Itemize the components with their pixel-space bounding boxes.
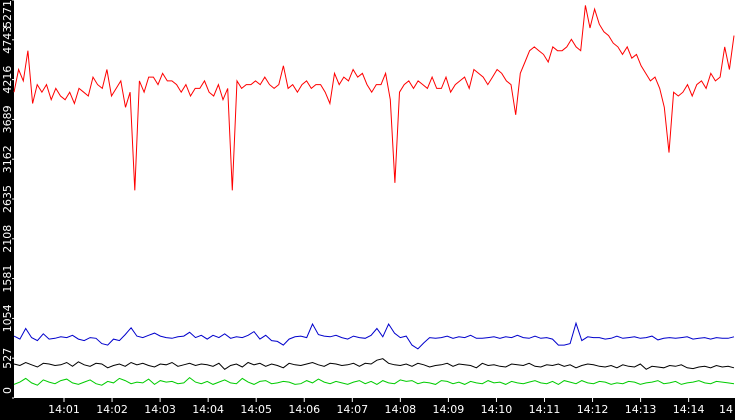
x-tick-label: 14 (719, 403, 733, 415)
y-tick-label: 1054 (1, 304, 14, 332)
series-line-1 (13, 321, 735, 350)
y-tick-label: 1581 (1, 265, 14, 293)
series-line-0 (13, 5, 735, 191)
x-tick-label: 14:12 (577, 403, 609, 415)
x-tick-label: 14:14 (673, 403, 705, 415)
x-tick-label: 14:08 (384, 403, 416, 415)
x-tick-label: 14:13 (625, 403, 657, 415)
y-tick-label: 2635 (1, 185, 14, 213)
x-tick-label: 14:07 (336, 403, 368, 415)
series-line-2 (13, 358, 735, 370)
x-tick-label: 14:09 (433, 403, 465, 415)
series-line-3 (13, 376, 735, 386)
y-tick-label: 4743 (1, 26, 14, 54)
y-tick-label: 527 (1, 348, 14, 369)
x-tick-label: 14:06 (288, 403, 320, 415)
x-tick-label: 14:02 (96, 403, 128, 415)
series-layer (13, 5, 735, 386)
y-tick-label: 2108 (1, 225, 14, 253)
x-tick-label: 14:05 (240, 403, 272, 415)
y-tick-label: 5271 (1, 0, 14, 28)
x-tick-label: 14:01 (48, 403, 80, 415)
y-tick-label: 4216 (1, 66, 14, 94)
x-tick-label: 14:04 (192, 403, 224, 415)
x-tick-label: 14:03 (144, 403, 176, 415)
x-tick-label: 14:11 (529, 403, 561, 415)
y-tick-label: 0 (1, 387, 14, 394)
y-tick-label: 3162 (1, 145, 14, 173)
y-tick-label: 3689 (1, 105, 14, 133)
x-tick-label: 14:10 (481, 403, 513, 415)
